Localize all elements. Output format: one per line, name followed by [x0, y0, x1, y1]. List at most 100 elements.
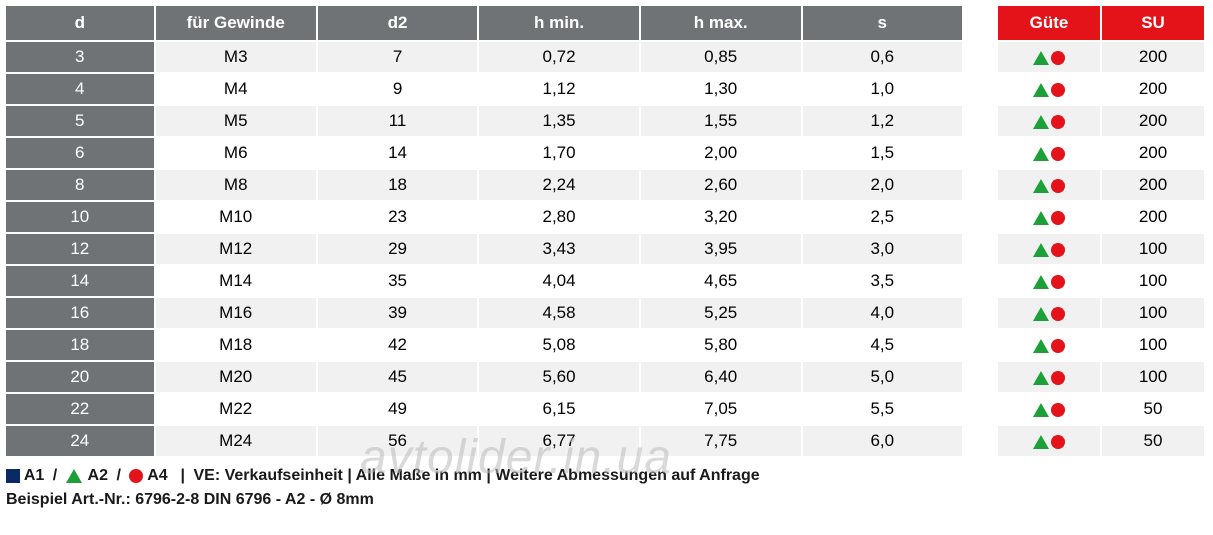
- cell-value: 0,72: [479, 42, 639, 72]
- cell-su: 200: [1102, 138, 1204, 168]
- cell-value: 6,0: [803, 426, 962, 456]
- cell-value: M4: [156, 74, 316, 104]
- cell-value: 4,58: [479, 298, 639, 328]
- cell-value: 1,2: [803, 106, 962, 136]
- cell-value: 2,5: [803, 202, 962, 232]
- circle-icon: [1051, 83, 1065, 97]
- cell-value: 35: [318, 266, 477, 296]
- table-row: 50: [998, 394, 1204, 424]
- cell-su: 100: [1102, 362, 1204, 392]
- cell-value: 6,15: [479, 394, 639, 424]
- cell-value: 3,5: [803, 266, 962, 296]
- cell-value: 56: [318, 426, 477, 456]
- table-row: 100: [998, 266, 1204, 296]
- cell-su: 50: [1102, 394, 1204, 424]
- table-row: 200: [998, 170, 1204, 200]
- circle-icon: [1051, 371, 1065, 385]
- cell-value: 2,60: [641, 170, 801, 200]
- cell-d: 3: [6, 42, 154, 72]
- cell-value: 5,60: [479, 362, 639, 392]
- side-table: Güte SU 20020020020020020010010010010010…: [996, 4, 1206, 458]
- cell-value: 7: [318, 42, 477, 72]
- cell-d: 14: [6, 266, 154, 296]
- circle-icon: [1051, 339, 1065, 353]
- cell-value: 1,12: [479, 74, 639, 104]
- table-row: 200: [998, 42, 1204, 72]
- col-hmin: h min.: [479, 6, 639, 40]
- cell-value: 1,30: [641, 74, 801, 104]
- cell-guete: [998, 426, 1100, 456]
- triangle-icon: [1033, 243, 1049, 257]
- cell-su: 100: [1102, 298, 1204, 328]
- cell-guete: [998, 202, 1100, 232]
- cell-value: 3,95: [641, 234, 801, 264]
- cell-value: 5,25: [641, 298, 801, 328]
- cell-value: 7,75: [641, 426, 801, 456]
- cell-su: 100: [1102, 234, 1204, 264]
- cell-value: 4,65: [641, 266, 801, 296]
- circle-icon: [1051, 435, 1065, 449]
- cell-value: 2,24: [479, 170, 639, 200]
- table-row: 5M5111,351,551,2: [6, 106, 962, 136]
- cell-value: 2,80: [479, 202, 639, 232]
- triangle-icon: [1033, 147, 1049, 161]
- cell-su: 100: [1102, 266, 1204, 296]
- cell-value: 6,77: [479, 426, 639, 456]
- cell-value: 18: [318, 170, 477, 200]
- cell-su: 200: [1102, 74, 1204, 104]
- cell-value: 1,35: [479, 106, 639, 136]
- cell-value: M16: [156, 298, 316, 328]
- cell-value: 9: [318, 74, 477, 104]
- cell-value: 1,70: [479, 138, 639, 168]
- main-table-header-row: d für Gewinde d2 h min. h max. s: [6, 6, 962, 40]
- col-su: SU: [1102, 6, 1204, 40]
- cell-d: 10: [6, 202, 154, 232]
- cell-d: 6: [6, 138, 154, 168]
- table-row: 100: [998, 234, 1204, 264]
- triangle-icon: [1033, 435, 1049, 449]
- cell-d: 24: [6, 426, 154, 456]
- cell-su: 50: [1102, 426, 1204, 456]
- cell-guete: [998, 330, 1100, 360]
- cell-d: 4: [6, 74, 154, 104]
- circle-icon: [1051, 243, 1065, 257]
- cell-value: 4,0: [803, 298, 962, 328]
- circle-icon: [1051, 51, 1065, 65]
- cell-value: M18: [156, 330, 316, 360]
- legend-note: VE: Verkaufseinheit | Alle Maße in mm | …: [193, 467, 759, 484]
- legend-a4: A4: [147, 467, 167, 484]
- col-hmax: h max.: [641, 6, 801, 40]
- triangle-icon: [1033, 371, 1049, 385]
- cell-value: M24: [156, 426, 316, 456]
- cell-value: M5: [156, 106, 316, 136]
- cell-guete: [998, 42, 1100, 72]
- table-row: 200: [998, 74, 1204, 104]
- legend: A1 / A2 / A4 | VE: Verkaufseinheit | All…: [4, 464, 1209, 512]
- circle-icon: [1051, 403, 1065, 417]
- cell-su: 200: [1102, 202, 1204, 232]
- table-row: 100: [998, 298, 1204, 328]
- cell-su: 200: [1102, 170, 1204, 200]
- cell-value: M20: [156, 362, 316, 392]
- cell-value: 1,55: [641, 106, 801, 136]
- table-row: 12M12293,433,953,0: [6, 234, 962, 264]
- cell-guete: [998, 170, 1100, 200]
- triangle-icon: [1033, 83, 1049, 97]
- cell-value: M22: [156, 394, 316, 424]
- circle-icon: [1051, 275, 1065, 289]
- triangle-icon: [1033, 51, 1049, 65]
- cell-value: 14: [318, 138, 477, 168]
- circle-icon: [1051, 147, 1065, 161]
- cell-value: 4,5: [803, 330, 962, 360]
- cell-d: 16: [6, 298, 154, 328]
- cell-guete: [998, 298, 1100, 328]
- table-row: 200: [998, 106, 1204, 136]
- cell-guete: [998, 74, 1100, 104]
- table-row: 18M18425,085,804,5: [6, 330, 962, 360]
- cell-value: M6: [156, 138, 316, 168]
- cell-d: 22: [6, 394, 154, 424]
- triangle-icon: [1033, 403, 1049, 417]
- triangle-icon: [1033, 275, 1049, 289]
- cell-value: 1,5: [803, 138, 962, 168]
- cell-value: 0,6: [803, 42, 962, 72]
